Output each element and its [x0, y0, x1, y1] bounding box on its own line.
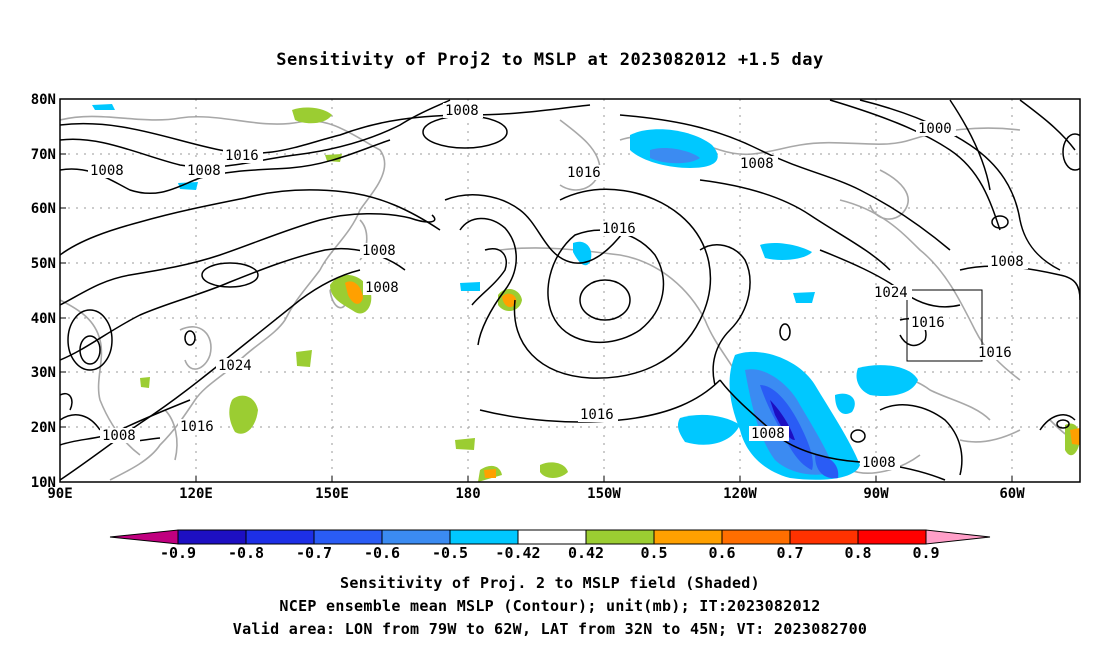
colorbar-segment [313, 529, 383, 545]
contour-label-bg [988, 254, 1028, 269]
contour-label: 1008 [365, 280, 399, 296]
contour-label-bg [178, 419, 218, 434]
caption-line: Sensitivity of Proj. 2 to MSLP field (Sh… [340, 574, 760, 592]
contour-label-bg [916, 121, 956, 136]
lon-label: 90E [47, 486, 72, 502]
contour-label-bg [443, 103, 483, 118]
contour-label-bg [363, 280, 403, 295]
lon-label: 60W [999, 486, 1025, 502]
lat-label: 10N [31, 475, 56, 491]
colorbar-tick-label: 0.6 [708, 544, 735, 562]
lon-label: 90W [863, 486, 889, 502]
lon-labels: 90E 120E 150E 180 150W 120W 90W 60W [47, 486, 1025, 502]
lat-label: 50N [31, 256, 56, 272]
colorbar-tick-label: -0.42 [495, 544, 540, 562]
contour-label-bg [860, 455, 900, 470]
contour-labels: 1008101610081008101610081008100810161024… [88, 103, 1028, 471]
lon-label: 120E [179, 486, 213, 502]
contour-label: 1016 [978, 345, 1012, 361]
caption-line: Valid area: LON from 79W to 62W, LAT fro… [232, 620, 868, 638]
lon-label: 120W [723, 486, 757, 502]
colorbar-tick-label: -0.5 [432, 544, 468, 562]
contour-label-bg [100, 428, 140, 443]
contour-label-bg [976, 345, 1016, 360]
contour-label: 1016 [580, 407, 614, 423]
lon-label: 150E [315, 486, 349, 502]
colorbar-segment [517, 529, 587, 545]
contour-label: 1008 [362, 243, 396, 259]
contour-label-bg [88, 163, 128, 178]
tick-marks [59, 98, 1013, 483]
colorbar-segment [721, 529, 791, 545]
valid-area-box [906, 289, 983, 362]
lat-label: 60N [31, 201, 56, 217]
colorbar [109, 529, 991, 545]
colorbar-segment [653, 529, 723, 545]
colorbar-segment [789, 529, 859, 545]
contour-label-bg [578, 407, 618, 422]
map-figure: 1008101610081008101610081008100810161024… [31, 92, 1081, 562]
colorbar-segment [245, 529, 315, 545]
colorbar-arrow-right [925, 529, 991, 545]
map-plot-area: 1008101610081008101610081008100810161024… [60, 99, 1080, 482]
colorbar-tick-label: -0.7 [296, 544, 332, 562]
caption-line: NCEP ensemble mean MSLP (Contour); unit(… [279, 597, 821, 615]
contour-label: 1008 [102, 428, 136, 444]
lat-label: 80N [31, 92, 56, 108]
contour-label: 1024 [874, 285, 908, 301]
colorbar-tick-label: -0.8 [228, 544, 264, 562]
colorbar-arrow-left [109, 529, 179, 545]
colorbar-tick-label: -0.9 [160, 544, 196, 562]
contour-label: 1016 [567, 165, 601, 181]
map-frame [59, 98, 1081, 483]
contour-label: 1008 [187, 163, 221, 179]
contour-label: 1016 [180, 419, 214, 435]
lat-labels: 80N 70N 60N 50N 40N 30N 20N 10N [31, 92, 56, 491]
lat-label: 30N [31, 365, 56, 381]
colorbar-tick-label: 0.7 [776, 544, 803, 562]
contour-label-bg [600, 221, 640, 236]
contour-label: 1016 [911, 315, 945, 331]
contour-label: 1008 [862, 455, 896, 471]
contour-label-bg [185, 163, 225, 178]
lat-label: 40N [31, 311, 56, 327]
contour-label-bg [216, 358, 256, 373]
colorbar-segment [857, 529, 927, 545]
colorbar-segment [381, 529, 451, 545]
colorbar-tick-labels: -0.9 -0.8 -0.7 -0.6 -0.5 -0.42 0.42 0.5 0.6 0.7 0.… [160, 544, 940, 562]
contour-label-bg [223, 148, 263, 163]
contour-label: 1008 [90, 163, 124, 179]
contour-label-bg [360, 243, 400, 258]
colorbar-segment [177, 529, 247, 545]
contour-label-bg [565, 165, 605, 180]
colorbar-tick-label: 0.5 [640, 544, 667, 562]
contour-label-bg [738, 156, 778, 171]
lon-label: 150W [587, 486, 621, 502]
contour-label: 1016 [225, 148, 259, 164]
colorbar-tick-label: 0.9 [912, 544, 939, 562]
contour-label: 1008 [751, 426, 785, 442]
colorbar-segment [585, 529, 655, 545]
contour-label: 1024 [218, 358, 252, 374]
sensitivity-shading [92, 104, 1080, 482]
colorbar-tick-label: -0.6 [364, 544, 400, 562]
colorbar-tick-label: 0.42 [568, 544, 604, 562]
colorbar-tick-label: 0.8 [844, 544, 871, 562]
figure-title: Sensitivity of Proj2 to MSLP at 20230820… [276, 50, 824, 70]
contour-label: 1008 [990, 254, 1024, 270]
lat-label: 70N [31, 147, 56, 163]
contour-label-bg [909, 315, 949, 330]
contour-label: 1000 [918, 121, 952, 137]
contour-label: 1008 [740, 156, 774, 172]
lon-label: 180 [455, 486, 480, 502]
contour-label-bg [872, 285, 912, 300]
contour-label: 1016 [602, 221, 636, 237]
mslp-contours [60, 99, 1080, 481]
lat-label: 20N [31, 420, 56, 436]
contour-label: 1008 [445, 103, 479, 119]
contour-label-bg [749, 426, 789, 441]
colorbar-segment [449, 529, 519, 545]
